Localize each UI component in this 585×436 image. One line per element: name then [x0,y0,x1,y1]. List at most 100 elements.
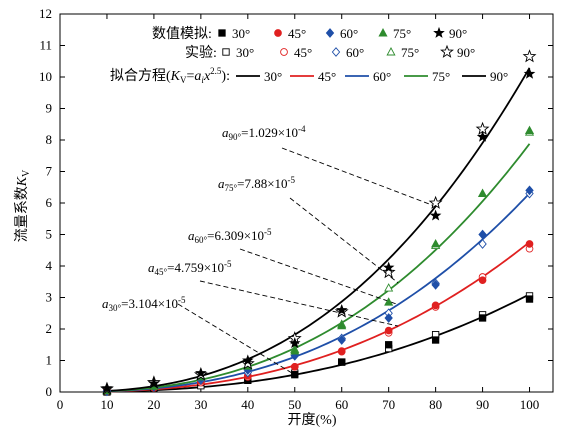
legend-fit-eq: = [187,69,195,84]
fit-curve-45° [106,241,531,393]
y-axis-title-text: 流量系数 [14,186,30,242]
y-tick-label: 4 [46,258,53,273]
annotation-60°: a60°=6.309×10-5 [188,227,272,245]
annotation-symbol: a [188,228,195,243]
x-tick-label: 40 [241,397,254,412]
numerical-point-90° [288,337,301,349]
annotation-exponent: -5 [264,227,272,237]
numerical-point-30° [338,358,346,366]
numerical-point-60° [478,229,487,240]
y-axis-title-subscript: V [21,169,32,177]
legend-fit-x: x [203,69,211,84]
numerical-point-30° [385,341,393,349]
annotation-value: =4.759×10 [167,260,224,275]
legend-name-num-30°: 30° [232,26,250,41]
numerical-point-90° [476,130,489,142]
annotation-leader [281,147,436,207]
coefficient-annotations: a90°=1.029×10-4a75°=7.88×10-5a60°=6.309×… [102,124,436,376]
fit-curve-60° [106,192,531,393]
numerical-point-90° [429,209,442,221]
numerical-point-75° [478,188,488,198]
annotation-subscript: 90° [229,132,242,142]
annotation-symbol: a [102,296,109,311]
legend-name-num-75°: 75° [393,26,411,41]
numerical-point-75° [524,125,535,135]
legend-fit-prefix: 拟合方程( [110,68,171,84]
legend-experiment-label: 实验: [185,45,217,61]
numerical-point-30° [431,336,440,344]
x-tick-label: 70 [382,397,395,412]
numerical-point-30° [291,371,299,379]
legend-name-exp-30°: 30° [236,45,254,60]
y-tick-label: 12 [39,6,52,21]
x-tick-label: 20 [147,397,160,412]
experiment-point-90° [240,356,255,370]
y-tick-label: 6 [46,195,53,210]
annotation-leader [239,248,399,306]
legend-fit-name-90°: 90° [490,69,508,84]
legend-name-exp-45°: 45° [294,45,312,60]
annotation-subscript: 75° [225,183,238,193]
x-axis-ticks: 0 10 20 30 40 50 60 70 80 90 100 [57,14,540,412]
annotation-value: =3.104×10 [121,296,178,311]
numerical-point-60° [431,280,440,290]
legend-marker-exp-60° [331,47,341,57]
legend-name-exp-75°: 75° [401,45,419,60]
legend-marker-exp-30° [222,48,230,56]
numerical-point-90° [195,367,207,379]
annotation-leader [177,303,295,376]
y-axis-title: 流量系数KV [14,169,32,242]
legend-name-num-60°: 60° [340,26,358,41]
annotation-exponent: -5 [288,175,296,185]
experiment-point-75° [384,283,394,292]
y-tick-label: 2 [46,321,53,336]
y-tick-label: 9 [46,101,53,116]
y-tick-label: 3 [46,290,53,305]
numerical-point-90° [101,382,113,394]
numerical-point-45° [431,301,440,310]
legend-fit-name-45°: 45° [318,69,336,84]
numerical-point-60° [337,335,346,345]
numerical-point-30° [525,295,534,303]
numerical-point-90° [382,261,395,273]
annotation-exponent: -5 [224,259,232,269]
fit-curve-30° [106,293,530,393]
y-tick-label: 1 [46,353,53,368]
experiment-point-90° [428,195,443,209]
x-tick-label: 100 [520,397,540,412]
legend-marker-exp-75° [386,47,396,56]
legend-marker-num-60° [325,28,335,38]
experiment-point-60° [478,239,487,249]
annotation-value: =7.88×10 [237,176,287,191]
annotation-subscript: 45° [155,267,168,277]
fit-curve-90° [106,67,531,392]
annotation-symbol: a [218,176,225,191]
fit-curves [106,67,531,393]
legend-marker-exp-90° [440,44,454,58]
legend-name-num-45°: 45° [288,26,306,41]
x-tick-label: 50 [288,397,301,412]
legend-marker-exp-45° [280,48,288,56]
numerical-point-75° [384,297,394,306]
annotation-value: =6.309×10 [207,228,264,243]
annotation-symbol: a [222,125,229,140]
x-tick-label: 30 [194,397,207,412]
x-tick-label: 10 [100,397,113,412]
legend-fit-exp: 2.5 [210,66,222,76]
legend-fit-name-30°: 30° [264,69,282,84]
numerical-point-90° [242,354,254,366]
annotation-exponent: -4 [298,124,306,134]
x-axis-title: 开度(%) [288,412,337,428]
numerical-point-45° [525,240,534,248]
annotation-exponent: -5 [178,295,186,305]
numerical-point-45° [384,326,393,335]
numerical-point-60° [384,313,393,323]
numerical-point-60° [525,185,534,196]
y-tick-label: 8 [46,132,53,147]
y-axis-title-symbol: K [15,176,30,187]
y-tick-label: 5 [46,227,53,242]
annotation-leader [289,197,399,284]
legend-fit-a: a [194,69,201,84]
annotation-30°: a30°=3.104×10-5 [102,295,186,313]
